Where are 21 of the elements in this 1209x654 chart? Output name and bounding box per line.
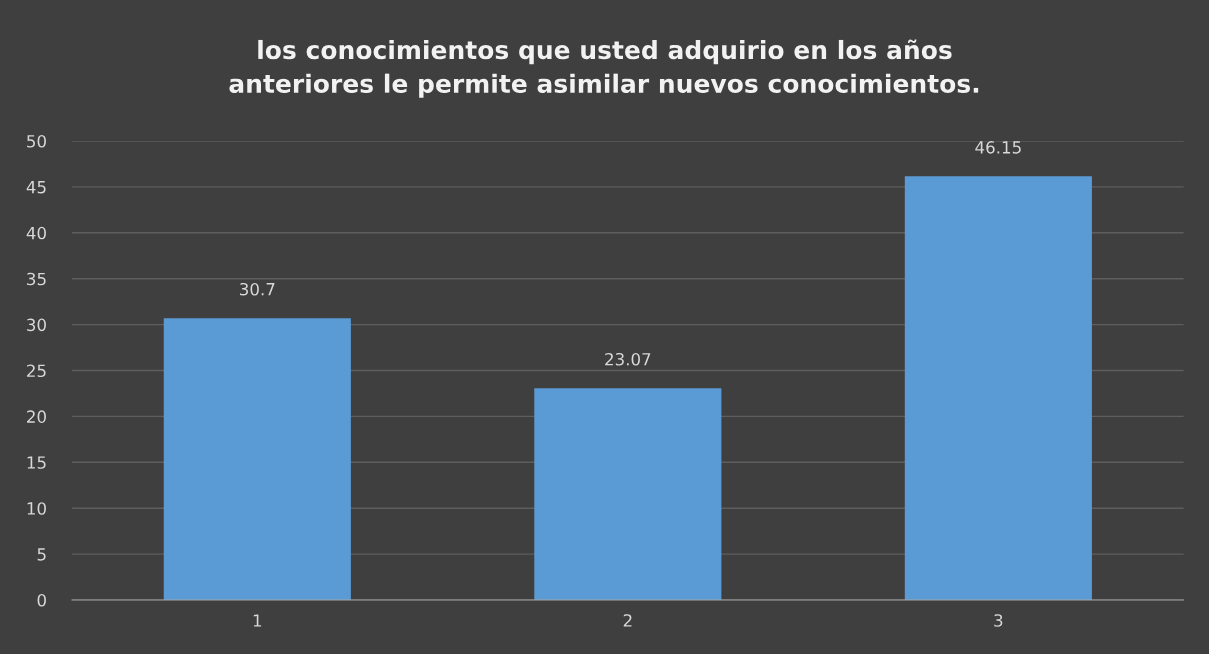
y-tick-label: 5 [37, 548, 46, 561]
x-tick-label: 1 [253, 614, 262, 627]
y-tick-label: 25 [27, 364, 46, 378]
chart-title: los conocimientos que usted adquirio en los años anteriores le permite asimilar nuevos conocimientos. [229, 39, 979, 98]
bar [904, 176, 1092, 600]
y-tick-label: 10 [27, 502, 46, 515]
bar [534, 388, 722, 600]
bar [163, 318, 351, 600]
y-tick-label: 45 [26, 181, 46, 194]
x-tick-label: 3 [994, 614, 1003, 627]
y-tick-label: 15 [27, 456, 46, 469]
y-tick-label: 50 [27, 134, 46, 148]
data-label: 30.7 [240, 282, 275, 296]
y-tick-label: 30 [27, 318, 46, 332]
y-tick-label: 40 [26, 226, 46, 240]
data-label: 23.07 [605, 352, 651, 366]
y-tick-label: 0 [37, 593, 46, 607]
data-label: 46.15 [975, 141, 1021, 154]
y-tick-label: 20 [27, 410, 46, 423]
x-tick-label: 2 [623, 614, 632, 627]
y-tick-label: 35 [27, 272, 46, 286]
